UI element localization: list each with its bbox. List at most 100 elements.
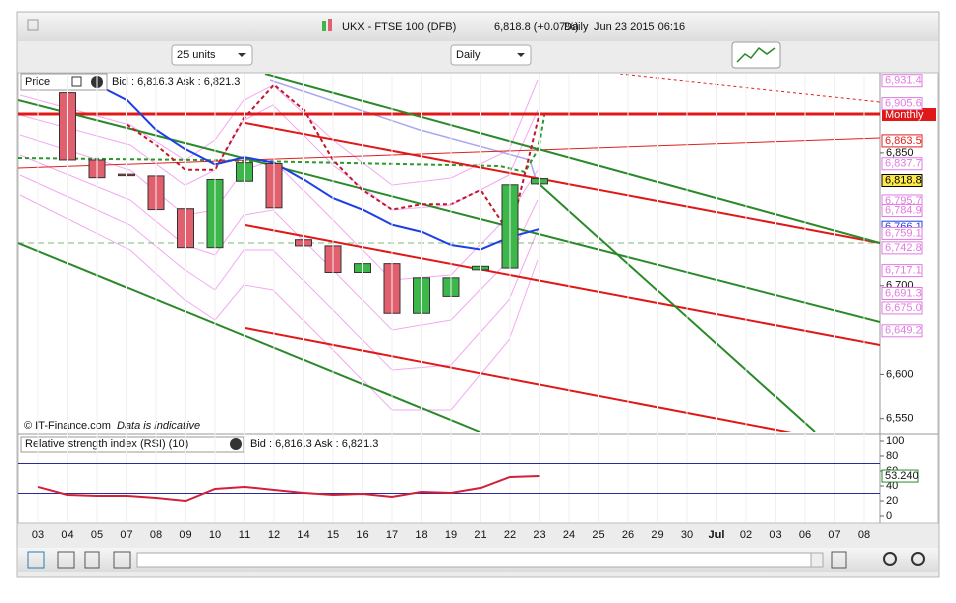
note: Data is indicative	[117, 420, 200, 432]
y-tick-label: 6,850	[886, 147, 914, 159]
zoom-out[interactable]	[883, 552, 897, 566]
interval: Daily	[564, 21, 589, 33]
rsi-tick-label: 80	[886, 450, 898, 462]
indicator-icon	[736, 46, 776, 63]
scroll-right[interactable]	[810, 552, 824, 568]
period-select[interactable]	[450, 44, 532, 66]
price-tag: 6,931.4	[885, 75, 922, 87]
rsi-tick-label: 40	[886, 480, 898, 492]
trend-line	[539, 184, 816, 432]
title-bar	[18, 13, 938, 41]
envelope	[19, 194, 539, 411]
envelope	[19, 154, 539, 331]
price-tag: 6,649.2	[885, 325, 922, 337]
price-tag-box	[881, 204, 923, 218]
price-tag-box	[881, 97, 923, 111]
price-tag-box	[881, 241, 923, 255]
tool-button[interactable]	[84, 551, 100, 569]
rsi-tick-label: 0	[886, 510, 892, 522]
tool-button[interactable]	[57, 551, 75, 569]
rsi-label: Relative strength index (RSI) (10)	[25, 438, 188, 450]
window-button[interactable]	[27, 19, 39, 31]
panel-quote: Bid : 6,816.3 Ask : 6,821.3	[112, 76, 240, 88]
indicator-button[interactable]	[731, 41, 781, 69]
price-tag-box	[881, 157, 923, 171]
scrollbar[interactable]	[136, 552, 824, 568]
trend-line	[244, 327, 792, 432]
price-tag-box	[881, 301, 923, 315]
price-tag: 6,905.6	[885, 98, 922, 110]
x-tick-label: 30	[681, 529, 693, 541]
select-arrow	[517, 53, 525, 57]
slow-average	[269, 79, 539, 186]
price-tag: 6,717.1	[885, 265, 922, 277]
price-tag: 6,837.7	[885, 158, 922, 170]
tool-button[interactable]	[831, 551, 847, 569]
y-tick-label: 6,600	[886, 368, 914, 380]
zoom-in[interactable]	[911, 552, 925, 566]
x-tick-label: 16	[356, 529, 368, 541]
envelope	[19, 134, 539, 281]
timestamp: Jun 23 2015 06:16	[594, 21, 685, 33]
price-layer	[18, 74, 880, 432]
rsi-tag: 53.240	[885, 470, 919, 482]
x-tick-label: 24	[563, 529, 575, 541]
price-tag: 6,818.8	[885, 174, 922, 186]
trend-line	[619, 74, 880, 103]
price-tag: 6,795.7	[885, 195, 922, 207]
select-arrow	[238, 53, 246, 57]
x-tick-label: 12	[268, 529, 280, 541]
price-tag-box	[881, 286, 923, 300]
trend-line	[18, 242, 481, 432]
y-tick-label: 6,550	[886, 413, 914, 425]
price-tag-box	[881, 264, 923, 278]
rsi-tick-label: 100	[886, 435, 904, 447]
panel-label-box	[20, 73, 108, 91]
quote: 6,818.8 (+0.07%)	[494, 21, 579, 33]
envelope	[19, 79, 539, 186]
x-tick-label: 14	[297, 529, 309, 541]
x-tick-label: 29	[651, 529, 663, 541]
price-tag: 6,759.1	[885, 227, 922, 239]
x-tick-label: 05	[91, 529, 103, 541]
trend-line	[244, 224, 880, 346]
price-tag-box	[881, 74, 923, 88]
x-tick-label: 11	[239, 529, 250, 541]
price-tag: 6,742.8	[885, 242, 922, 254]
x-tick-label: Jul	[709, 529, 725, 541]
app-icon	[322, 21, 326, 31]
price-tag-box	[881, 174, 923, 188]
period-value: Daily	[456, 49, 481, 61]
trend-line	[264, 74, 880, 244]
tool-button[interactable]	[27, 551, 45, 569]
x-tick-label: 10	[209, 529, 221, 541]
trend-line	[244, 122, 880, 244]
envelope	[19, 174, 539, 371]
x-tick-label: 25	[592, 529, 604, 541]
panel-settings[interactable]	[71, 76, 82, 87]
close-panel[interactable]	[230, 438, 242, 450]
moving-average	[125, 83, 541, 237]
price-tag: 6,691.3	[885, 287, 922, 299]
size-value: 25 units	[177, 49, 216, 61]
x-tick-label: 06	[799, 529, 811, 541]
x-tick-label: 03	[769, 529, 781, 541]
x-tick-label: 08	[150, 529, 162, 541]
x-tick-label: 22	[504, 529, 516, 541]
trend-line	[18, 99, 880, 323]
price-tag: 6,784.9	[885, 204, 922, 216]
app-icon	[328, 19, 332, 31]
price-tag: 6,863.5	[885, 135, 922, 147]
price-tag: 6,675.0	[885, 302, 922, 314]
x-tick-label: 04	[61, 529, 73, 541]
rsi-tick-label: 20	[886, 495, 898, 507]
x-tick-label: 23	[533, 529, 545, 541]
size-select[interactable]	[171, 44, 253, 66]
x-tick-label: 17	[386, 529, 398, 541]
x-tick-label: 09	[179, 529, 191, 541]
x-tick-label: 21	[474, 529, 486, 541]
tool-button[interactable]	[113, 551, 131, 569]
x-tick-label: 07	[828, 529, 840, 541]
x-tick-label: 03	[32, 529, 44, 541]
